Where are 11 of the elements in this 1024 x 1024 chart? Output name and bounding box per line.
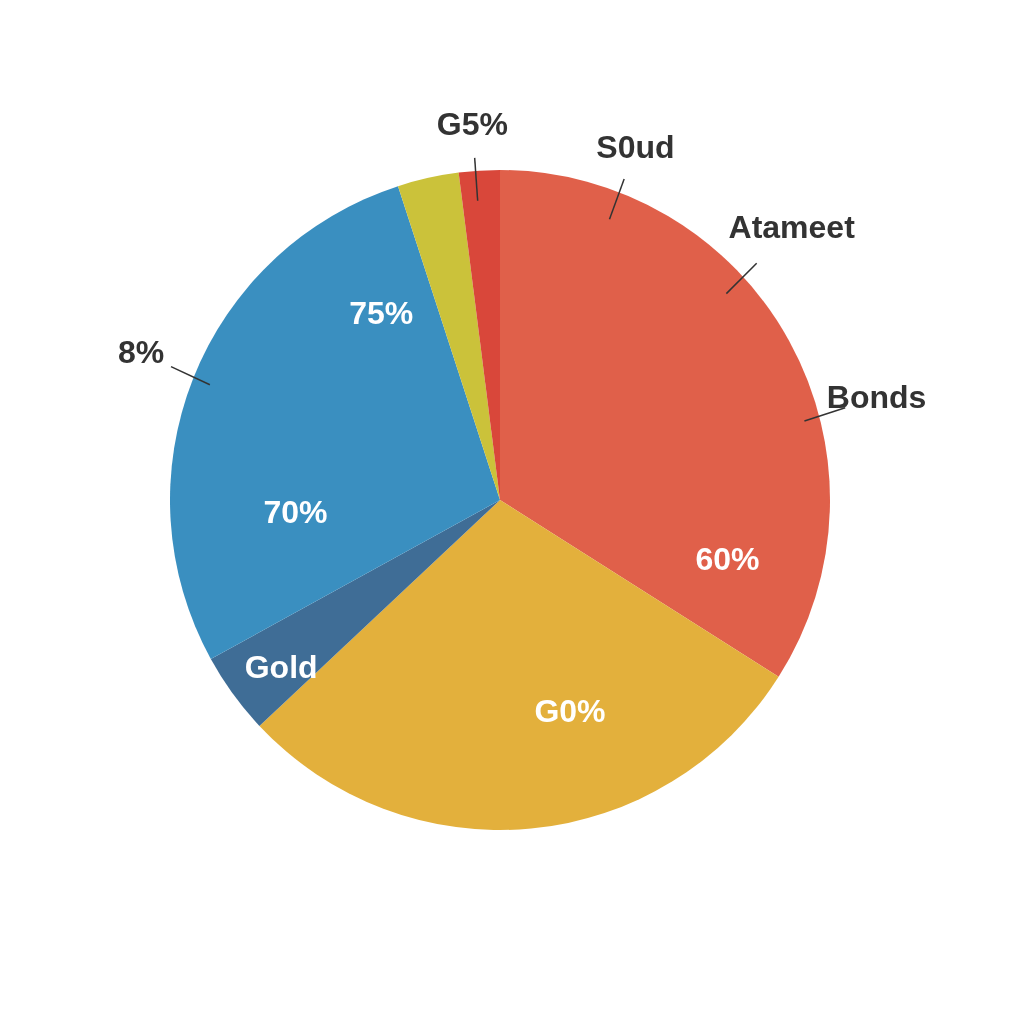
text: Bonds [826,378,927,415]
text: S0ud [596,128,675,165]
text: 75% [349,295,414,332]
text: 60% [695,541,760,578]
pie-slice [210,500,500,726]
text: G0% [534,693,606,730]
text: Atameet [728,209,856,246]
text: 70% [263,493,328,530]
text: 8% [117,333,165,370]
text: Gold [244,648,318,685]
text: G5% [436,105,508,142]
